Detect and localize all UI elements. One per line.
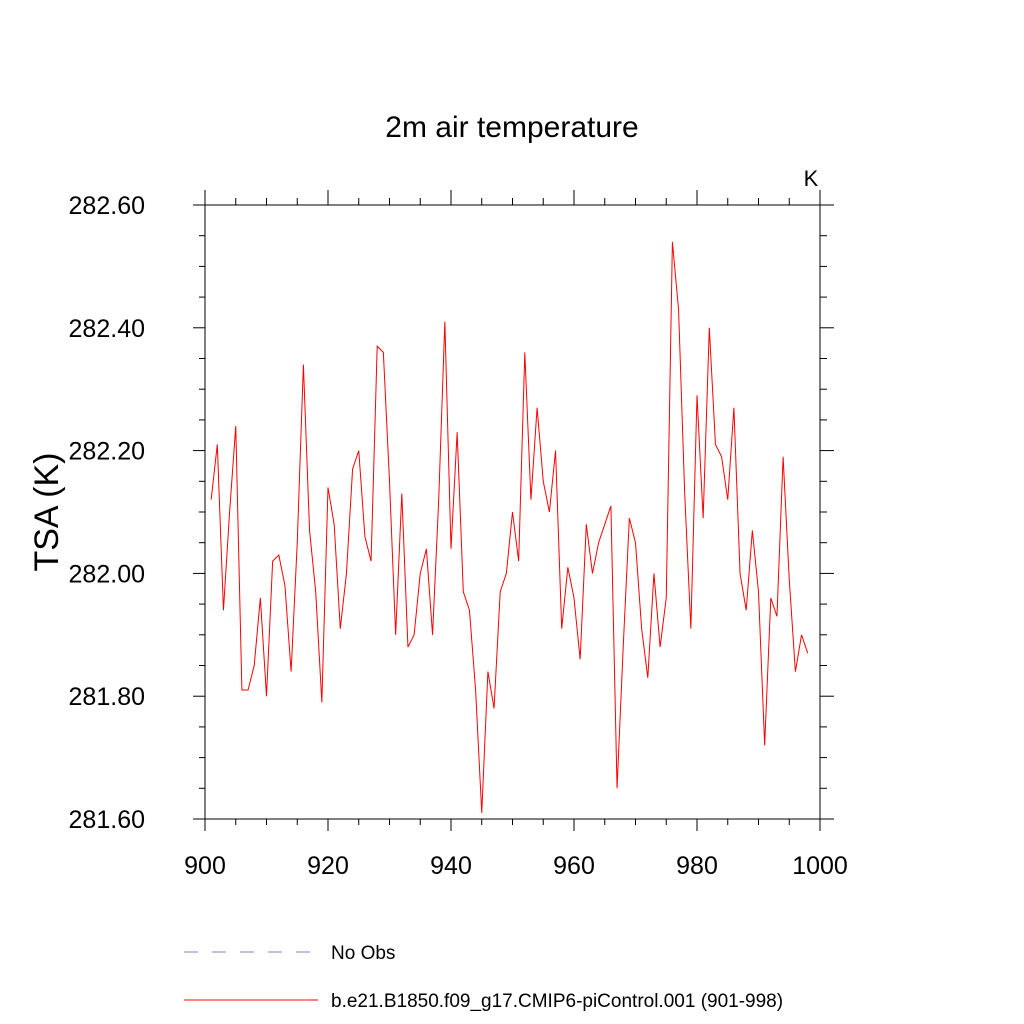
tick-labels: 900 920 940 960 980 1000 281.60 281.80 282.00 282… [69, 192, 848, 880]
x-tick-label: 900 [184, 852, 226, 880]
y-tick-label: 282.00 [69, 560, 145, 588]
series-line [210, 241, 809, 813]
y-tick-label: 281.80 [69, 683, 145, 711]
legend-label: No Obs [331, 943, 395, 964]
plot-frame [204, 204, 821, 820]
series-layer [210, 241, 809, 813]
x-tick-label: 920 [307, 852, 349, 880]
y-axis-label: TSA (K) [28, 452, 66, 571]
legend: No Obs b.e21.B1850.f09_g17.CMIP6-piContro… [184, 943, 783, 1012]
legend-label: b.e21.B1850.f09_g17.CMIP6-piControl.001 … [331, 991, 783, 1012]
y-tick-label: 282.40 [69, 315, 145, 343]
axis-ticks [193, 190, 834, 831]
y-tick-label: 282.60 [69, 192, 145, 220]
units-label: K [804, 166, 819, 191]
x-tick-label: 980 [676, 852, 718, 880]
x-tick-label: 960 [553, 852, 595, 880]
chart-title: 2m air temperature [385, 111, 638, 144]
x-tick-label: 1000 [792, 852, 848, 880]
y-tick-label: 281.60 [69, 806, 145, 834]
x-tick-label: 940 [430, 852, 472, 880]
y-tick-label: 282.20 [69, 438, 145, 466]
